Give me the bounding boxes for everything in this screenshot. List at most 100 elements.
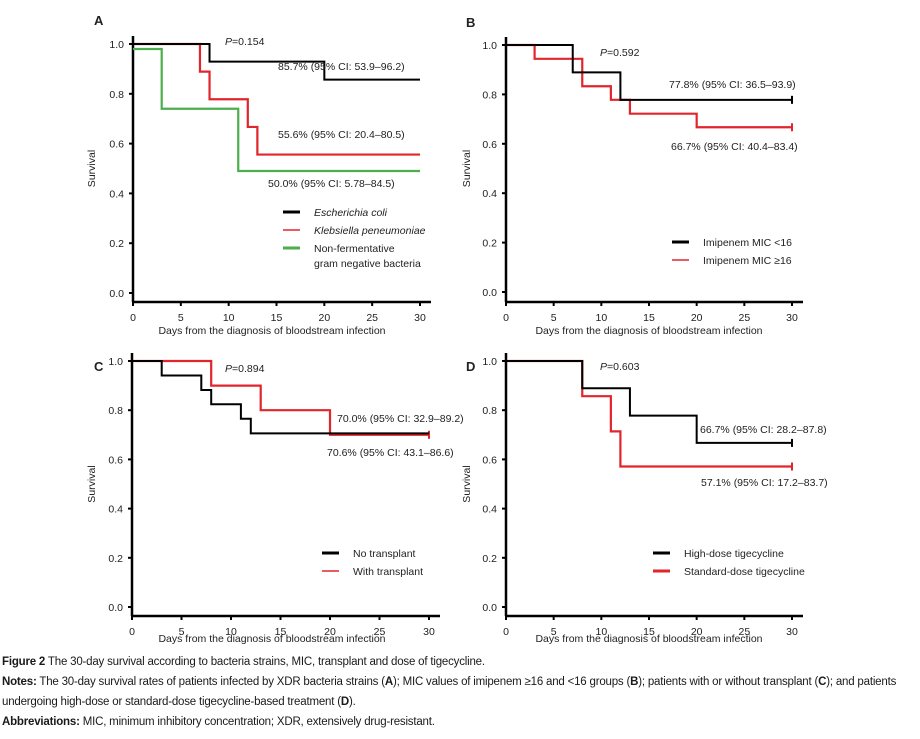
km-curve-escherichia-coli	[133, 43, 420, 81]
panel-d: D 0.0 0.2 0.4 0.6 0.8 1.0 0 5 10 15 20 25 30 Days from…	[461, 353, 828, 645]
y-tick-label: 1.0	[109, 39, 124, 51]
x-tick-label: 10	[225, 626, 237, 638]
x-tick-label: 25	[366, 312, 378, 324]
p-value: =0.592	[607, 47, 640, 59]
panel-c: C 0.0 0.2 0.4 0.6 0.8 1.0 0 5 10 15 20 25 30 Days from…	[86, 353, 464, 645]
x-tick-label: 20	[691, 312, 703, 324]
x-tick-label: 0	[130, 312, 136, 324]
x-tick-label: 25	[738, 626, 750, 638]
notes-panel-ref: C	[818, 676, 827, 688]
y-tick-label: 0.2	[482, 553, 497, 565]
y-tick-label: 0.8	[108, 405, 123, 417]
survival-annotation: 55.6% (95% CI: 20.4–80.5)	[278, 129, 405, 141]
legend: Imipenem MIC <16 Imipenem MIC ≥16	[672, 237, 792, 267]
y-axis-title: Survival	[86, 150, 98, 187]
km-curve-standard-dose-tigecycline	[506, 359, 792, 468]
p-value: =0.154	[232, 36, 265, 48]
y-tick-label: 0.8	[482, 405, 497, 417]
p-value-label: P=0.154	[225, 36, 265, 48]
legend-label: Non-fermentative	[314, 243, 395, 255]
notes-part: ).	[348, 696, 356, 708]
x-axis-title: Days from the diagnosis of bloodstream i…	[158, 325, 385, 337]
x-tick-label: 5	[179, 626, 185, 638]
p-symbol: P	[225, 363, 232, 375]
legend-label-line2: gram negative bacteria	[314, 258, 421, 270]
x-axis-title: Days from the diagnosis of bloodstream i…	[535, 633, 762, 645]
survival-annotation: 70.6% (95% CI: 43.1–86.6)	[327, 447, 454, 459]
km-curve-non-fermentative	[133, 47, 420, 173]
legend-label: Standard-dose tigecycline	[684, 566, 805, 578]
y-tick-label: 0.6	[482, 454, 497, 466]
x-tick-label: 25	[374, 626, 386, 638]
x-axis-title: Days from the diagnosis of bloodstream i…	[535, 325, 762, 337]
x-tick-label: 5	[178, 312, 184, 324]
x-tick-label: 5	[551, 626, 557, 638]
x-tick-label: 10	[223, 312, 235, 324]
legend-label: Imipenem MIC <16	[703, 237, 792, 249]
y-tick-label: 0.0	[482, 602, 497, 614]
km-curve-klebsiella-peneumoniae	[133, 42, 420, 156]
panel-label: D	[466, 359, 475, 374]
x-tick-label: 30	[414, 312, 426, 324]
notes-panel-ref: B	[630, 676, 639, 688]
y-tick-label: 0.4	[108, 504, 123, 516]
x-tick-label: 30	[786, 312, 798, 324]
survival-annotation: 70.0% (95% CI: 32.9–89.2)	[337, 413, 464, 425]
panel-b: B 0.0 0.2 0.4 0.6 0.8 1.0 0 5 10 15 20 25 30 Days from…	[461, 15, 803, 337]
x-tick-label: 15	[643, 626, 655, 638]
y-tick-label: 1.0	[482, 40, 497, 52]
notes-panel-ref: D	[340, 696, 349, 708]
x-tick-label: 20	[691, 626, 703, 638]
caption-figure-label: Figure 2	[2, 656, 46, 668]
km-curve-imipenem-mic-16	[506, 44, 792, 101]
x-tick-label: 25	[738, 312, 750, 324]
p-symbol: P	[600, 361, 607, 373]
p-symbol: P	[600, 47, 607, 59]
figure-caption: Figure 2 The 30-day survival according t…	[2, 652, 918, 732]
km-curve-no-transplant	[132, 360, 429, 435]
panel-label: B	[466, 15, 475, 30]
p-value: =0.894	[232, 363, 265, 375]
x-tick-label: 30	[786, 626, 798, 638]
y-tick-label: 0.2	[108, 553, 123, 565]
y-tick-label: 0.4	[482, 188, 497, 200]
x-tick-label: 10	[595, 312, 607, 324]
legend: High-dose tigecycline Standard-dose tigec…	[653, 548, 805, 578]
y-tick-label: 0.2	[482, 238, 497, 250]
caption-title: Figure 2 The 30-day survival according t…	[2, 652, 918, 672]
caption-abbrev-label: Abbreviations:	[2, 716, 80, 728]
x-tick-label: 20	[318, 312, 330, 324]
caption-abbreviations: Abbreviations: MIC, minimum inhibitory c…	[2, 712, 918, 732]
notes-part: ); MIC values of imipenem ≥16 and <16 gr…	[392, 676, 631, 688]
km-curve-with-transplant	[132, 359, 429, 436]
y-tick-label: 0.0	[108, 602, 123, 614]
y-axis-title: Survival	[461, 150, 473, 187]
p-value-label: P=0.894	[225, 363, 265, 375]
caption-notes: Notes: The 30-day survival rates of pati…	[2, 672, 918, 712]
panel-label: C	[94, 359, 104, 374]
y-tick-label: 0.0	[109, 288, 124, 300]
survival-annotation: 85.7% (95% CI: 53.9–96.2)	[278, 61, 405, 73]
x-tick-label: 10	[595, 626, 607, 638]
y-tick-label: 0.2	[109, 238, 124, 250]
x-axis-title: Days from the diagnosis of bloodstream i…	[158, 633, 385, 645]
notes-panel-ref: A	[384, 676, 393, 688]
y-tick-label: 0.4	[482, 504, 497, 516]
y-tick-label: 0.0	[482, 287, 497, 299]
y-tick-label: 0.8	[482, 89, 497, 101]
p-value-label: P=0.603	[600, 361, 640, 373]
y-tick-label: 0.4	[109, 188, 124, 200]
p-value-label: P=0.592	[600, 47, 640, 59]
survival-annotation: 50.0% (95% CI: 5.78–84.5)	[268, 178, 395, 190]
panel-a: A 0.0 0.2 0.4 0.6 0.8 1.0 0 5 10 15 20 25 30 Days from…	[86, 13, 431, 337]
notes-part: ); patients with or without transplant (	[638, 676, 819, 688]
km-curve-high-dose-tigecycline	[506, 360, 792, 444]
y-tick-label: 1.0	[108, 356, 123, 368]
x-tick-label: 15	[275, 626, 287, 638]
y-tick-label: 0.8	[109, 89, 124, 101]
y-axis-title: Survival	[86, 465, 98, 502]
x-tick-label: 20	[324, 626, 336, 638]
legend-label: Escherichia coli	[314, 207, 388, 219]
legend-label: Imipenem MIC ≥16	[703, 255, 792, 267]
notes-part: The 30-day survival rates of patients in…	[36, 676, 385, 688]
